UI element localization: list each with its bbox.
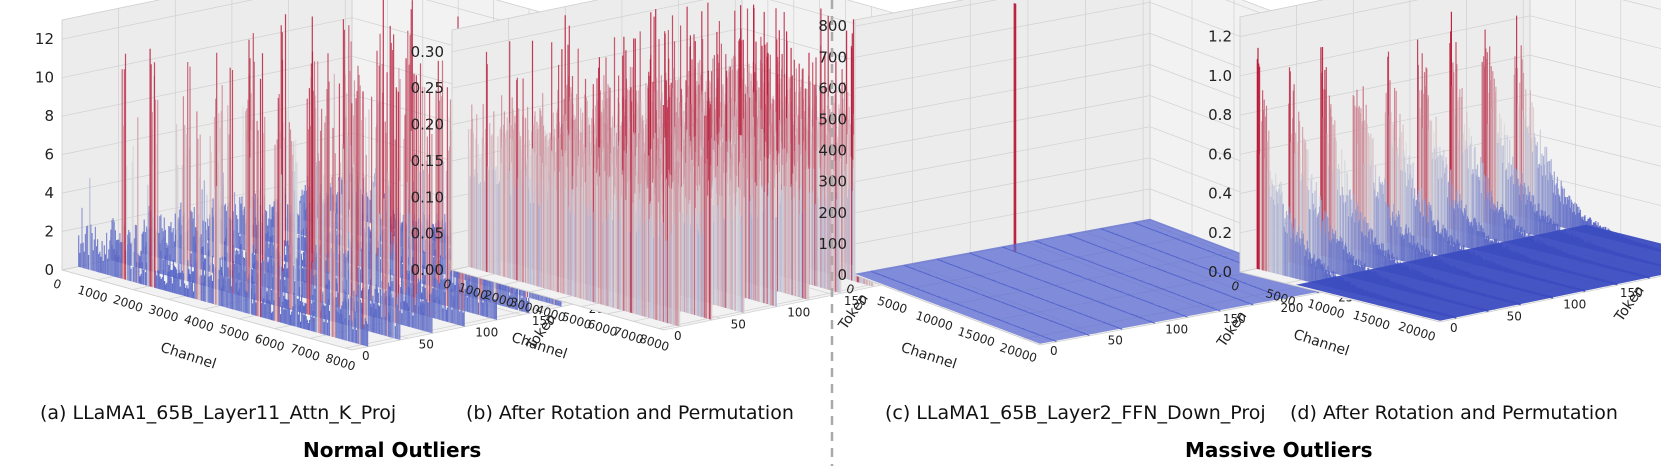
x-tick-label: 8000 <box>638 331 671 354</box>
x-axis-label: Channel <box>158 340 218 373</box>
x-tick-label: 4000 <box>182 312 215 335</box>
x-tick-label: 1000 <box>76 283 109 306</box>
y-tick-label: 0 <box>362 349 370 363</box>
z-tick-label: 6 <box>44 146 54 164</box>
x-tick-label: 8000 <box>324 351 357 374</box>
z-tick-label: 0.10 <box>411 188 444 206</box>
x-tick-label: 0 <box>441 276 453 292</box>
y-tick-label: 150 <box>844 294 867 308</box>
z-tick-label: 0.05 <box>411 225 444 243</box>
z-tick-label: 12 <box>35 30 54 48</box>
x-tick-label: 5000 <box>218 322 251 345</box>
z-tick-label: 0.20 <box>411 116 444 134</box>
z-tick-label: 0 <box>44 261 54 279</box>
y-tick-label: 100 <box>475 326 498 340</box>
y-tick-label: 100 <box>787 306 810 320</box>
z-tick-label: 0.15 <box>411 152 444 170</box>
z-tick-label: 0.30 <box>411 43 444 61</box>
x-tick-label: 0 <box>51 276 63 292</box>
x-tick-label: 3000 <box>147 302 180 325</box>
z-tick-label: 0.00 <box>411 261 444 279</box>
y-tick-label: 50 <box>731 317 746 331</box>
z-tick-label: 4 <box>44 184 54 202</box>
x-tick-label: 2000 <box>111 292 144 315</box>
panels: 0 1000 2000 3000 4000 5000 6000 7000 8000 0501001… <box>35 0 1661 374</box>
x-tick-label: 6000 <box>253 331 286 354</box>
z-tick-label: 8 <box>44 107 54 125</box>
surface <box>467 2 939 327</box>
z-tick-label: 2 <box>44 223 54 241</box>
y-tick-label: 150 <box>532 314 555 328</box>
y-tick-label: 0 <box>674 329 682 343</box>
x-tick-label: 7000 <box>288 341 321 364</box>
y-tick-label: 50 <box>419 337 434 351</box>
z-tick-label: 0.25 <box>411 79 444 97</box>
z-tick-label: 10 <box>35 69 54 87</box>
y-axis-label: Token <box>835 291 872 334</box>
